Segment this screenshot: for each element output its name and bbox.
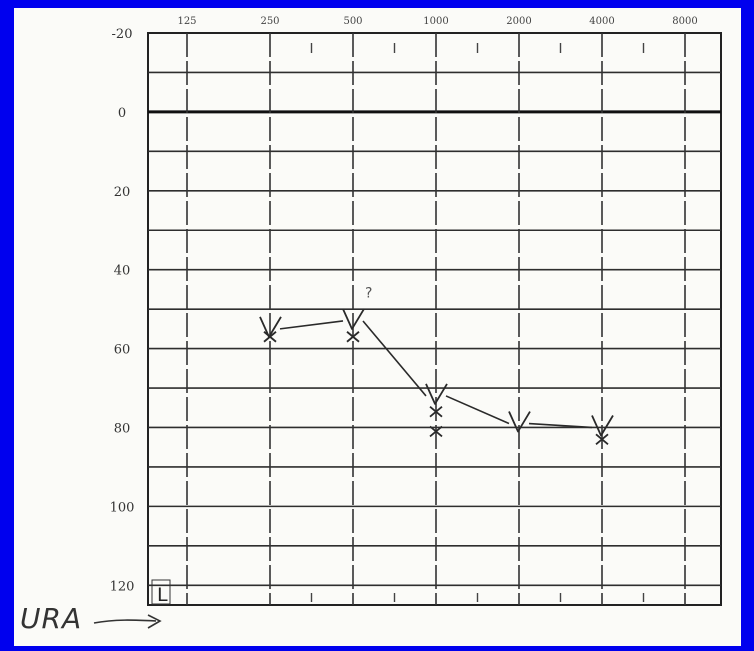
- handwritten-note: URA: [20, 602, 83, 635]
- x-tick-label: 1000: [423, 16, 448, 27]
- x-marker: [595, 433, 609, 446]
- x-tick-label: 8000: [672, 16, 697, 27]
- grid: [147, 32, 722, 606]
- x-tick-label: 250: [260, 16, 279, 27]
- series-segment: [528, 422, 593, 429]
- annotation-text: ?: [365, 285, 372, 301]
- ear-label-box: [151, 579, 171, 605]
- y-tick-label: 0: [118, 106, 126, 121]
- v-marker: [425, 383, 448, 405]
- plot-frame: [147, 32, 722, 606]
- x-tick-labels: 125 250 500 1000 2000 4000 8000: [177, 16, 697, 27]
- y-tick-label: 60: [114, 343, 131, 358]
- series-segment: [445, 395, 510, 425]
- x-marker: [429, 425, 443, 438]
- y-tick-label: 80: [114, 421, 131, 436]
- y-tick-label: 120: [110, 579, 135, 594]
- x-tick-label: 2000: [506, 16, 531, 27]
- y-tick-label: 100: [110, 500, 135, 515]
- arrow-right-icon: [93, 614, 162, 629]
- series-lines: [279, 320, 593, 429]
- x-marker: [263, 331, 277, 343]
- x-tick-label: 125: [177, 16, 196, 27]
- series-segment: [362, 320, 427, 397]
- y-tick-label: -20: [112, 27, 133, 42]
- x-marker: [429, 406, 443, 418]
- y-tick-labels: -20 0 20 40 60 80 100 120: [110, 27, 135, 594]
- v-marker: [508, 411, 531, 433]
- v-marker: [342, 308, 365, 330]
- x-tick-label: 4000: [589, 16, 614, 27]
- x-tick-label: 500: [343, 16, 362, 27]
- ear-label: L: [157, 584, 168, 606]
- v-marker: [591, 415, 614, 437]
- data-marks: ?: [259, 285, 614, 446]
- audiogram-chart: 125 250 500 1000 2000 4000 8000 -20 0 20 40 60 80 10…: [110, 16, 722, 606]
- x-marker: [346, 331, 360, 343]
- y-tick-label: 20: [114, 185, 131, 200]
- audiogram-sheet: 125 250 500 1000 2000 4000 8000 -20 0 20 40 60 80 10…: [14, 8, 741, 646]
- y-tick-label: 40: [114, 264, 131, 279]
- series-segment: [279, 320, 344, 330]
